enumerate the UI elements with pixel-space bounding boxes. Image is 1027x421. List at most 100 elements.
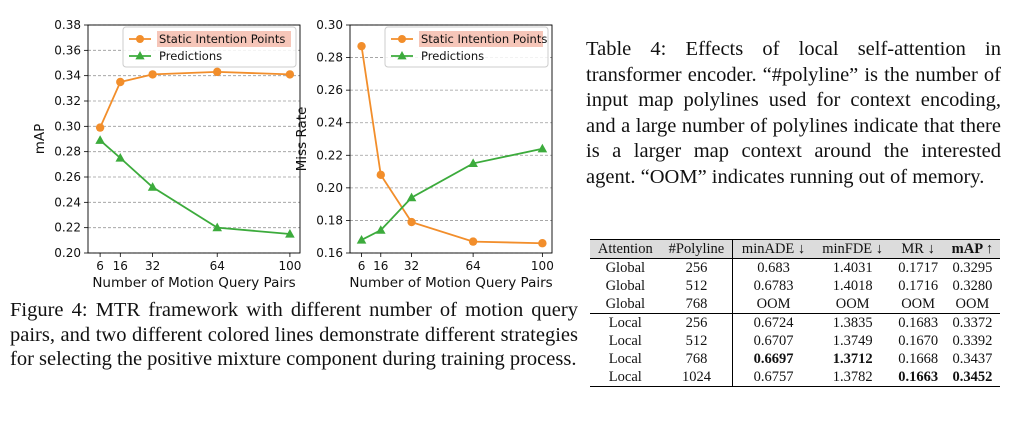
- y-tick-label: 0.30: [54, 119, 81, 133]
- cell: 768: [660, 350, 734, 368]
- header-attention: Attention: [590, 239, 661, 259]
- cell: OOM: [955, 296, 990, 312]
- y-tick-label: 0.28: [316, 51, 343, 65]
- cell: 0.1668: [898, 351, 939, 367]
- x-tick-label: 6: [96, 259, 104, 273]
- cell: Local: [608, 333, 642, 349]
- cell: Global: [605, 260, 646, 276]
- data-point: [95, 123, 105, 132]
- data-point: [147, 182, 158, 191]
- data-point: [285, 229, 295, 238]
- y-tick-label: 0.20: [316, 181, 343, 195]
- data-point: [212, 222, 223, 232]
- data-point: [115, 153, 126, 162]
- y-tick-label: 0.24: [316, 116, 343, 130]
- y-tick-label: 0.36: [54, 43, 81, 57]
- cell: 512: [660, 277, 734, 295]
- data-point: [213, 67, 222, 77]
- cell: 1.4031: [832, 260, 873, 276]
- cell: Local: [608, 369, 642, 385]
- cell: 0.6697: [753, 351, 794, 367]
- x-axis-label: Number of Motion Query Pairs: [92, 275, 295, 291]
- cell: OOM: [901, 296, 936, 312]
- table-row: Local 256 0.6724 1.3835 0.1683 0.3372: [590, 313, 1000, 332]
- data-point: [356, 234, 367, 244]
- table-row: Local 512 0.6707 1.3749 0.1670 0.3392: [590, 332, 1000, 350]
- series-line: [361, 147, 543, 241]
- cell: 1.3782: [832, 369, 873, 385]
- cell: 1.3712: [832, 351, 873, 367]
- cell: 0.1717: [898, 260, 939, 276]
- table-row: Local 768 0.6697 1.3712 0.1668 0.3437: [590, 350, 1000, 368]
- y-tick-label: 0.16: [316, 246, 343, 260]
- y-tick-label: 0.22: [54, 221, 81, 235]
- cell: 512: [660, 332, 734, 350]
- header-mr: MR ↓: [891, 239, 945, 259]
- x-tick-label: 64: [210, 259, 225, 273]
- miss-rate-chart-svg: 0.16 0.18 0.20 0.22 0.24 0.26 0.28 0.30 6 16 32 64 1…: [294, 18, 554, 291]
- series-line: [99, 139, 290, 235]
- series-line: [99, 70, 290, 128]
- header-minfde: minFDE ↓: [813, 239, 892, 259]
- y-tick-label: 0.22: [316, 148, 343, 162]
- legend-label: Static Intention Points: [159, 32, 285, 46]
- y-tick-label: 0.24: [54, 195, 81, 209]
- y-tick-label: 0.32: [54, 94, 81, 108]
- y-tick-label: 0.26: [54, 170, 81, 184]
- x-tick-label: 32: [404, 259, 419, 273]
- legend-label: Static Intention Points: [421, 32, 547, 46]
- data-point: [468, 237, 478, 246]
- cell: 0.6724: [753, 315, 794, 331]
- cell: 256: [660, 313, 734, 332]
- plot-frame: [87, 24, 301, 254]
- table-row: Global 512 0.6783 1.4018 0.1716 0.3280: [590, 277, 1000, 295]
- legend-highlight: [157, 31, 291, 47]
- table-row: Global 768 OOM OOM OOM OOM: [590, 295, 1000, 314]
- table-header-row: Attention #Polyline minADE ↓ minFDE ↓ MR…: [590, 239, 1000, 259]
- data-point: [95, 135, 105, 144]
- cell: 0.3392: [952, 333, 993, 349]
- cell: 0.6783: [753, 278, 794, 294]
- cell: 0.3437: [952, 351, 993, 367]
- data-point: [406, 192, 417, 202]
- data-point: [407, 217, 416, 227]
- plot-frame: [349, 24, 553, 254]
- header-polyline: #Polyline: [660, 239, 734, 259]
- header-map: mAP ↑: [944, 239, 1000, 259]
- cell: OOM: [835, 296, 870, 312]
- cell: 0.1683: [898, 315, 939, 331]
- data-point: [148, 70, 157, 79]
- y-tick-label: 0.28: [54, 145, 81, 159]
- x-tick-label: 16: [113, 259, 128, 273]
- map-chart-svg: 0.20 0.22 0.24 0.26 0.28 0.30 0.32 0.34 0.36 0.38…: [32, 18, 301, 291]
- y-tick-label: 0.38: [54, 18, 81, 32]
- y-tick-label: 0.30: [316, 18, 343, 32]
- x-tick-label: 64: [465, 259, 480, 273]
- cell: 0.1716: [898, 278, 939, 294]
- cell: 0.3280: [952, 278, 993, 294]
- x-axis-label: Number of Motion Query Pairs: [349, 275, 552, 291]
- x-tick-label: 32: [145, 259, 160, 273]
- x-tick-label: 6: [358, 259, 366, 273]
- cell: 256: [660, 258, 734, 277]
- figure-caption: Figure 4: MTR framework with different n…: [10, 299, 578, 370]
- legend-marker: [135, 51, 145, 60]
- data-point: [468, 158, 478, 168]
- y-tick-label: 0.18: [316, 213, 343, 227]
- cell: 0.683: [757, 260, 790, 276]
- legend-marker: [397, 51, 407, 60]
- x-tick-label: 100: [278, 259, 301, 273]
- cell: 0.1663: [898, 369, 939, 385]
- cell: OOM: [756, 296, 791, 312]
- legend-highlight: [419, 31, 543, 47]
- cell: 0.3372: [952, 315, 993, 331]
- table-row: Local 1024 0.6757 1.3782 0.1663 0.3452: [590, 368, 1000, 387]
- x-tick-label: 16: [373, 259, 388, 273]
- legend-label: Predictions: [159, 49, 222, 63]
- cell: Global: [605, 278, 646, 294]
- header-minade: minADE ↓: [732, 239, 814, 259]
- cell: 1.3835: [832, 315, 873, 331]
- legend-marker: [136, 35, 144, 43]
- cell: 0.6707: [753, 333, 794, 349]
- map-chart: 0.20 0.22 0.24 0.26 0.28 0.30 0.32 0.34 0.36 0.38…: [20, 8, 305, 293]
